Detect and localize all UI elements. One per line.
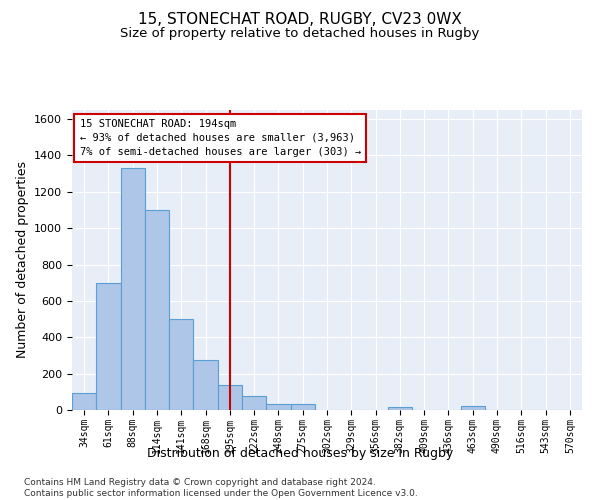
Bar	[96, 282, 121, 410]
Text: Contains HM Land Registry data © Crown copyright and database right 2024.
Contai: Contains HM Land Registry data © Crown c…	[24, 478, 418, 498]
Bar	[145, 210, 169, 410]
Bar	[266, 404, 290, 410]
Bar	[72, 392, 96, 410]
Bar	[388, 408, 412, 410]
Bar	[461, 406, 485, 410]
Text: Distribution of detached houses by size in Rugby: Distribution of detached houses by size …	[147, 448, 453, 460]
Bar	[169, 319, 193, 410]
Bar	[193, 360, 218, 410]
Bar	[218, 386, 242, 410]
Bar	[290, 404, 315, 410]
Y-axis label: Number of detached properties: Number of detached properties	[16, 162, 29, 358]
Text: 15, STONECHAT ROAD, RUGBY, CV23 0WX: 15, STONECHAT ROAD, RUGBY, CV23 0WX	[138, 12, 462, 28]
Bar	[242, 396, 266, 410]
Text: Size of property relative to detached houses in Rugby: Size of property relative to detached ho…	[121, 28, 479, 40]
Text: 15 STONECHAT ROAD: 194sqm
← 93% of detached houses are smaller (3,963)
7% of sem: 15 STONECHAT ROAD: 194sqm ← 93% of detac…	[80, 119, 361, 157]
Bar	[121, 168, 145, 410]
